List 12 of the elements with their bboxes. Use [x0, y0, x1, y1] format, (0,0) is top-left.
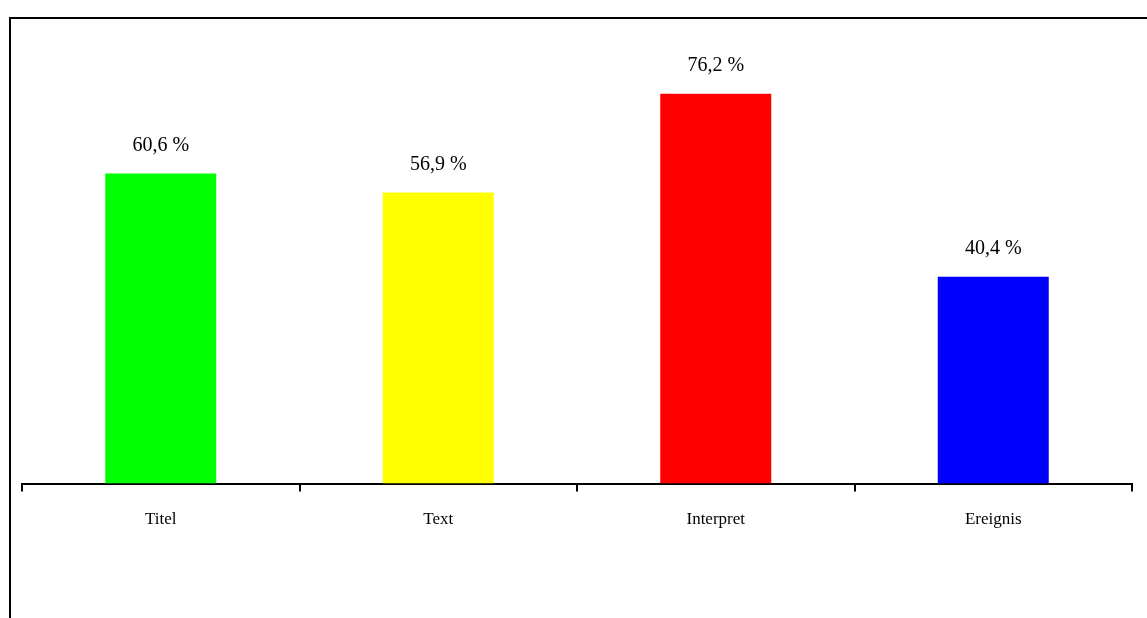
data-label: 60,6 % [132, 132, 190, 155]
data-label: 56,9 % [409, 151, 467, 174]
bar [660, 93, 772, 484]
x-tick-label: Ereignis [964, 509, 1022, 529]
data-label: 76,2 % [687, 52, 745, 75]
data-label: 40,4 % [964, 236, 1022, 259]
x-tick-label: Interpret [686, 509, 746, 529]
bar [105, 173, 217, 484]
bar [382, 192, 494, 484]
bar [937, 276, 1049, 484]
x-tick-label: Text [423, 509, 454, 529]
x-tick-label: Titel [144, 509, 177, 529]
